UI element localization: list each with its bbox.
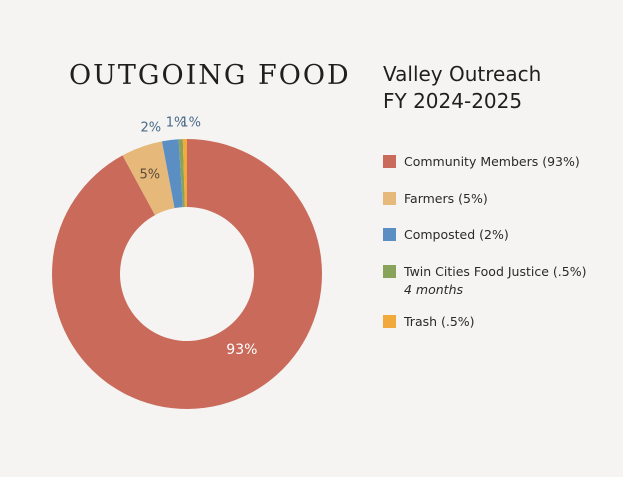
legend-label-composted: Composted (2%) <box>404 227 509 242</box>
legend-swatch-composted <box>383 228 396 241</box>
slice-label-community: 93% <box>226 342 257 358</box>
legend-label-trash: Trash (.5%) <box>404 314 475 329</box>
legend-swatch-twin-cities <box>383 265 396 278</box>
legend-swatch-trash <box>383 315 396 328</box>
legend-label-community: Community Members (93%) <box>404 154 580 169</box>
slice-twin-cities <box>178 139 185 208</box>
slice-farmers <box>122 141 175 216</box>
legend-swatch-community <box>383 155 396 168</box>
slice-label-composted: 2% <box>140 121 161 136</box>
slice-label-trash: 1% <box>180 116 201 131</box>
chart-title: OUTGOING FOOD <box>69 60 351 91</box>
org-heading: Valley Outreach FY 2024-2025 <box>383 61 541 115</box>
slice-community <box>52 139 323 410</box>
legend-note-twin-cities: 4 months <box>404 282 464 297</box>
legend-label-farmers: Farmers (5%) <box>404 191 488 206</box>
slice-composted <box>161 139 183 209</box>
legend-swatch-farmers <box>383 192 396 205</box>
fiscal-year: FY 2024-2025 <box>383 89 523 113</box>
legend-label-twin-cities: Twin Cities Food Justice (.5%) <box>404 264 587 279</box>
slice-trash <box>182 139 187 208</box>
slice-label-farmers: 5% <box>139 168 160 183</box>
slice-label-twin-cities: 1% <box>166 116 187 131</box>
org-name: Valley Outreach <box>383 62 542 86</box>
